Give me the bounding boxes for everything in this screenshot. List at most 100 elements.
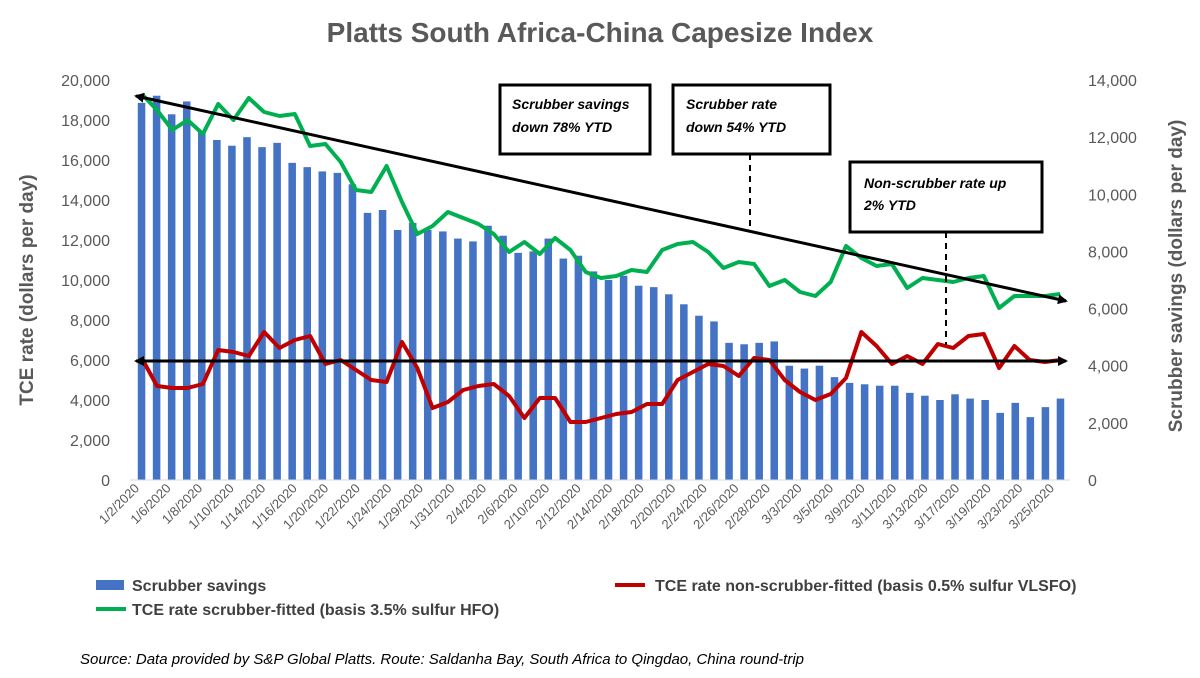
scrubber-savings-bar: [1011, 402, 1020, 480]
legend-label: Scrubber savings: [132, 578, 266, 595]
annotation-scrubber-rate: Scrubber rate down 54% YTD: [671, 83, 832, 156]
scrubber-savings-bar: [906, 392, 914, 480]
y2-tick-label: 14,000: [1088, 73, 1137, 90]
y-tick-label: 6,000: [70, 353, 110, 370]
y-tick-label: 14,000: [61, 193, 110, 210]
scrubber-savings-bar: [634, 285, 643, 480]
y2-tick-label: 6,000: [1088, 302, 1128, 319]
scrubber-savings-bars: [137, 95, 1065, 481]
scrubber-savings-bar: [951, 394, 959, 480]
y-tick-label: 20,000: [61, 73, 110, 90]
legend: Scrubber savings TCE rate non-scrubber-f…: [96, 578, 1076, 619]
y2-tick-label: 0: [1088, 473, 1097, 490]
annotation-line: down 54% YTD: [686, 119, 786, 135]
scrubber-savings-bar: [167, 114, 176, 481]
annotation-line: Scrubber savings: [512, 96, 630, 112]
y-axis-ticks: 0 2,000 4,000 6,000 8,000 10,000 12,000 14,000 1…: [61, 73, 110, 490]
scrubber-savings-bar: [303, 167, 312, 480]
annotation-line: Non-scrubber rate up: [864, 175, 1007, 191]
scrubber-savings-bar: [198, 131, 206, 480]
scrubber-savings-bar: [996, 412, 1004, 480]
scrubber-savings-bar: [815, 365, 824, 480]
scrubber-savings-bar: [544, 238, 553, 480]
legend-item-scrubber-savings: Scrubber savings: [96, 578, 266, 595]
annotation-line: 2% YTD: [863, 197, 916, 213]
scrubber-savings-bar: [228, 145, 236, 480]
trend-arrow-scrubber: [134, 92, 1068, 305]
scrubber-savings-bar: [439, 231, 447, 480]
scrubber-savings-bar: [800, 368, 809, 480]
annotation-line: down 78% YTD: [512, 119, 612, 135]
scrubber-savings-bar: [966, 398, 974, 480]
scrubber-savings-bar: [1041, 407, 1050, 480]
scrubber-savings-bar: [785, 365, 794, 480]
scrubber-savings-bar: [484, 225, 492, 480]
scrubber-savings-bar: [604, 280, 613, 480]
scrubber-savings-bar: [514, 252, 522, 480]
scrubber-savings-bar: [258, 147, 266, 480]
scrubber-savings-bar: [559, 258, 568, 480]
scrubber-savings-bar: [408, 222, 417, 480]
scrubber-savings-bar: [649, 287, 658, 480]
legend-label: TCE rate non-scrubber-fitted (basis 0.5%…: [655, 578, 1076, 595]
scrubber-savings-bar: [152, 95, 161, 480]
scrubber-savings-bar: [363, 212, 372, 480]
y2-tick-label: 12,000: [1088, 130, 1137, 147]
scrubber-savings-bar: [1026, 417, 1035, 480]
y-tick-label: 12,000: [61, 233, 110, 250]
legend-item-non-scrubber: TCE rate non-scrubber-fitted (basis 0.5%…: [615, 578, 1076, 595]
y-tick-label: 10,000: [61, 273, 110, 290]
scrubber-savings-bar: [318, 171, 327, 480]
scrubber-savings-bar: [454, 238, 462, 480]
scrubber-savings-bar: [423, 230, 432, 480]
scrubber-savings-bar: [875, 385, 884, 480]
y2-tick-label: 8,000: [1088, 244, 1128, 261]
y2-tick-label: 10,000: [1088, 187, 1137, 204]
scrubber-savings-bar: [710, 321, 718, 480]
annotation-box: [671, 83, 832, 156]
legend-swatch-bar: [96, 580, 124, 590]
scrubber-savings-bar: [273, 142, 281, 480]
scrubber-savings-bar: [740, 344, 748, 480]
annotation-box: [498, 83, 652, 156]
scrubber-savings-bar: [981, 400, 989, 480]
scrubber-savings-bar: [574, 255, 583, 480]
scrubber-savings-bar: [348, 184, 357, 481]
scrubber-savings-bar: [755, 342, 763, 480]
scrubber-savings-bar: [830, 377, 839, 480]
scrubber-savings-bar: [213, 140, 221, 480]
annotation-line: Scrubber rate: [686, 96, 777, 112]
scrubber-savings-bar: [695, 315, 703, 480]
scrubber-savings-bar: [770, 341, 779, 480]
annotation-box: [848, 160, 1044, 234]
scrubber-savings-bar: [936, 400, 944, 480]
source-note: Source: Data provided by S&P Global Plat…: [80, 651, 804, 668]
scrubber-savings-bar: [288, 162, 296, 480]
y-tick-label: 18,000: [61, 113, 110, 130]
scrubber-savings-bar: [333, 172, 342, 480]
annotation-non-scrubber-rate: Non-scrubber rate up 2% YTD: [848, 160, 1044, 234]
x-axis-ticks: 1/2/20201/6/20201/8/20201/10/20201/14/20…: [96, 481, 1057, 533]
legend-label: TCE rate scrubber-fitted (basis 3.5% sul…: [132, 602, 499, 619]
scrubber-savings-bar: [243, 137, 251, 480]
scrubber-savings-bar: [137, 102, 146, 480]
y2-tick-label: 4,000: [1088, 359, 1128, 376]
chart-title: Platts South Africa-China Capesize Index: [327, 17, 874, 48]
scrubber-savings-bar: [619, 275, 628, 480]
y-tick-label: 4,000: [70, 393, 110, 410]
legend-item-scrubber-fitted: TCE rate scrubber-fitted (basis 3.5% sul…: [96, 602, 499, 619]
y-tick-label: 16,000: [61, 153, 110, 170]
y-tick-label: 8,000: [70, 313, 110, 330]
scrubber-savings-bar: [725, 342, 733, 480]
scrubber-savings-bar: [1056, 398, 1065, 480]
annotation-scrubber-savings: Scrubber savings down 78% YTD: [498, 83, 652, 156]
y-tick-label: 2,000: [70, 433, 110, 450]
y-axis-title: TCE rate (dollars per day): [17, 174, 38, 405]
y-tick-label: 0: [101, 473, 110, 490]
scrubber-savings-bar: [921, 395, 929, 480]
y2-axis-ticks: 0 2,000 4,000 6,000 8,000 10,000 12,000 14,000: [1088, 73, 1137, 490]
scrubber-savings-bar: [182, 101, 191, 480]
scrubber-savings-bar: [890, 385, 899, 480]
scrubber-savings-bar: [845, 382, 854, 480]
